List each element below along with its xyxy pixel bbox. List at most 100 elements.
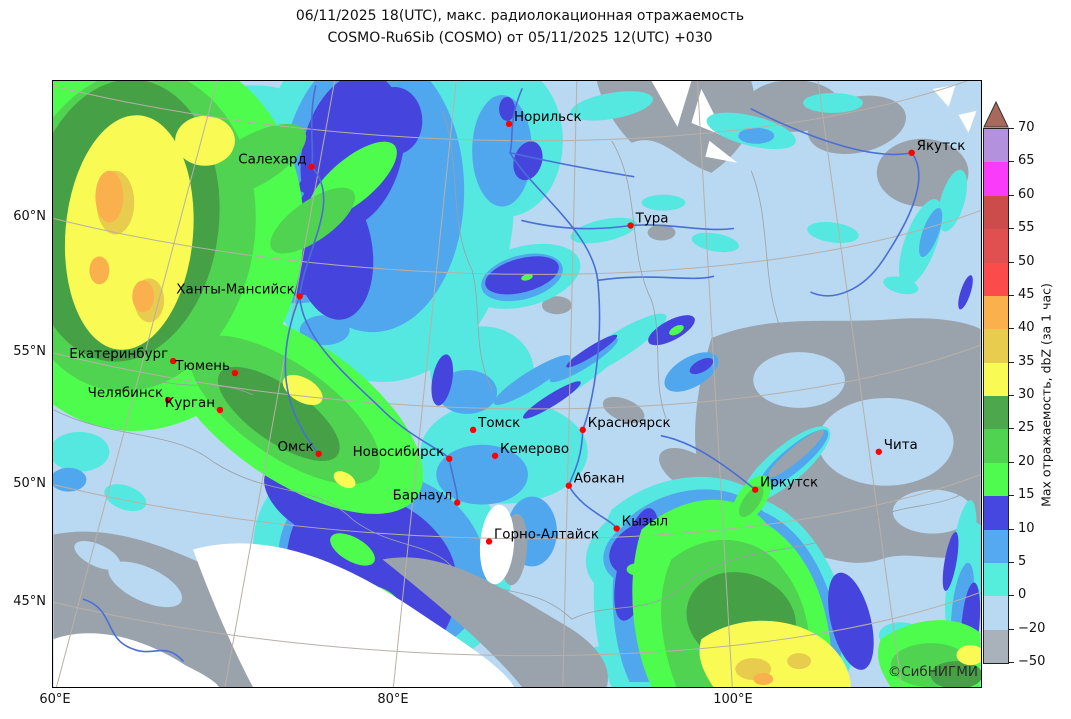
longitude-tick-label: 100°E xyxy=(713,692,753,707)
city-marker-group: Красноярск xyxy=(579,416,671,434)
colorbar-overflow-arrow xyxy=(983,101,1009,128)
city-dot xyxy=(469,426,477,434)
colorbar-ticks: 70 65 60 55 50 45 40 35 30 25 20 15 10 5 0 −20 −50 xyxy=(1008,120,1068,669)
city-marker-group: Томск xyxy=(469,416,520,434)
city-dot xyxy=(315,450,322,457)
colorbar-tick-label: 10 xyxy=(1018,520,1035,536)
city-dot xyxy=(565,482,573,489)
city-dot xyxy=(491,452,499,459)
colorbar-tick-label: 35 xyxy=(1018,353,1035,369)
city-dot xyxy=(446,455,453,462)
city-dot xyxy=(308,163,315,170)
colorbar-tickmark xyxy=(1009,128,1014,129)
city-dot xyxy=(613,525,620,532)
longitude-tick-label: 80°E xyxy=(377,692,409,707)
city-dot xyxy=(752,486,759,493)
city-dot xyxy=(579,426,586,434)
colorbar-segment xyxy=(984,496,1008,530)
city-marker-group: Норильск xyxy=(505,110,582,128)
city-dot xyxy=(216,406,224,414)
city-label: Салехард xyxy=(238,153,306,168)
colorbar-tick-label: 55 xyxy=(1018,220,1035,236)
colorbar-segment xyxy=(984,229,1008,263)
city-dot xyxy=(627,222,634,229)
city-label: Красноярск xyxy=(588,416,671,431)
colorbar-tickmark xyxy=(1009,528,1014,530)
colorbar-segment xyxy=(984,162,1008,196)
city-label: Курган xyxy=(165,396,215,411)
colorbar-segment xyxy=(984,596,1008,630)
colorbar-tickmark xyxy=(1009,228,1014,230)
colorbar-tickmark xyxy=(1009,595,1014,597)
longitude-tick-label: 60°E xyxy=(39,692,71,707)
colorbar-segment xyxy=(984,529,1008,563)
city-label: Норильск xyxy=(514,110,582,125)
city-marker-group: Барнаул xyxy=(393,489,461,506)
colorbar-tickmark xyxy=(1009,261,1014,263)
city-layer: Норильск Якутск Салехард Тура Ханты-Мансийск… xyxy=(69,110,965,545)
city-label: Екатеринбург xyxy=(69,346,168,362)
colorbar-tickmark xyxy=(1009,628,1014,630)
city-marker-group: Екатеринбург xyxy=(69,346,177,365)
colorbar-axis-label: Max отражаемость, dbZ (за 1 час) xyxy=(1038,283,1054,507)
map-title-line2: COSMO-Ru6Sib (COSMO) от 05/11/2025 12(UT… xyxy=(327,30,713,46)
latitude-tick-label: 45°N xyxy=(13,594,46,609)
city-marker-group: Салехард xyxy=(238,153,315,170)
colorbar-tick-label: −50 xyxy=(1018,654,1046,670)
city-marker-group: Новосибирск xyxy=(353,444,453,462)
city-marker-group: Абакан xyxy=(565,471,625,489)
colorbar-segment xyxy=(984,329,1008,363)
city-label: Чита xyxy=(884,438,918,453)
colorbar-tick-label: 65 xyxy=(1018,153,1035,169)
colorbar-segment xyxy=(984,295,1008,330)
graticule-lines xyxy=(53,81,981,687)
city-dot xyxy=(875,448,882,455)
colorbar-segment xyxy=(984,562,1008,597)
colorbar-tick-label: 45 xyxy=(1018,287,1035,303)
city-marker-group: Кемерово xyxy=(491,442,569,459)
border-lines xyxy=(53,110,981,620)
city-dot xyxy=(164,396,172,404)
colorbar-tickmark xyxy=(1009,461,1014,463)
city-marker-group: Омск xyxy=(277,440,322,457)
map-canvas[interactable]: Норильск Якутск Салехард Тура Ханты-Мансийск… xyxy=(52,80,982,688)
city-marker-group: Чита xyxy=(875,438,918,455)
city-label: Челябинск xyxy=(88,385,163,401)
colorbar-segment xyxy=(984,429,1008,463)
city-dot xyxy=(908,149,915,156)
city-label: Тура xyxy=(635,212,669,227)
colorbar-tickmark xyxy=(1009,395,1014,396)
city-dot xyxy=(485,538,493,545)
colorbar-tickmark xyxy=(1009,328,1014,330)
city-marker-group: Тюмень xyxy=(174,359,239,377)
city-marker-group: Ханты-Мансийск xyxy=(176,282,303,300)
city-label: Иркутск xyxy=(760,476,818,491)
city-label: Тюмень xyxy=(174,359,230,374)
colorbar-tickmark xyxy=(1009,662,1014,663)
colorbar-tick-label: 20 xyxy=(1018,453,1035,469)
colorbar-tick-label: 60 xyxy=(1018,186,1035,202)
colorbar-segments xyxy=(983,128,1009,664)
city-marker-group: Тура xyxy=(627,212,669,229)
colorbar-segment xyxy=(984,195,1008,230)
city-label: Кызыл xyxy=(622,515,669,530)
colorbar-segment xyxy=(984,262,1008,296)
colorbar-tick-label: 40 xyxy=(1018,320,1035,336)
city-label: Омск xyxy=(277,440,313,455)
map-title-line1: 06/11/2025 18(UTC), макс. радиолокационн… xyxy=(295,8,745,24)
city-label: Абакан xyxy=(574,471,625,487)
city-marker-group: Кызыл xyxy=(613,515,668,532)
colorbar-segment xyxy=(984,629,1008,663)
colorbar-tick-label: 5 xyxy=(1018,554,1027,570)
colorbar-tickmark xyxy=(1009,194,1014,196)
city-label: Якутск xyxy=(917,139,966,154)
city-label: Горно-Алтайск xyxy=(494,527,599,542)
city-dot xyxy=(454,499,461,506)
colorbar-tickmark xyxy=(1009,495,1014,497)
colorbar-tick-label: 30 xyxy=(1018,387,1035,403)
colorbar-tick-label: 50 xyxy=(1018,253,1035,269)
colorbar-tickmark xyxy=(1009,361,1014,363)
city-label: Кемерово xyxy=(500,442,569,457)
city-marker-group: Иркутск xyxy=(752,476,818,493)
